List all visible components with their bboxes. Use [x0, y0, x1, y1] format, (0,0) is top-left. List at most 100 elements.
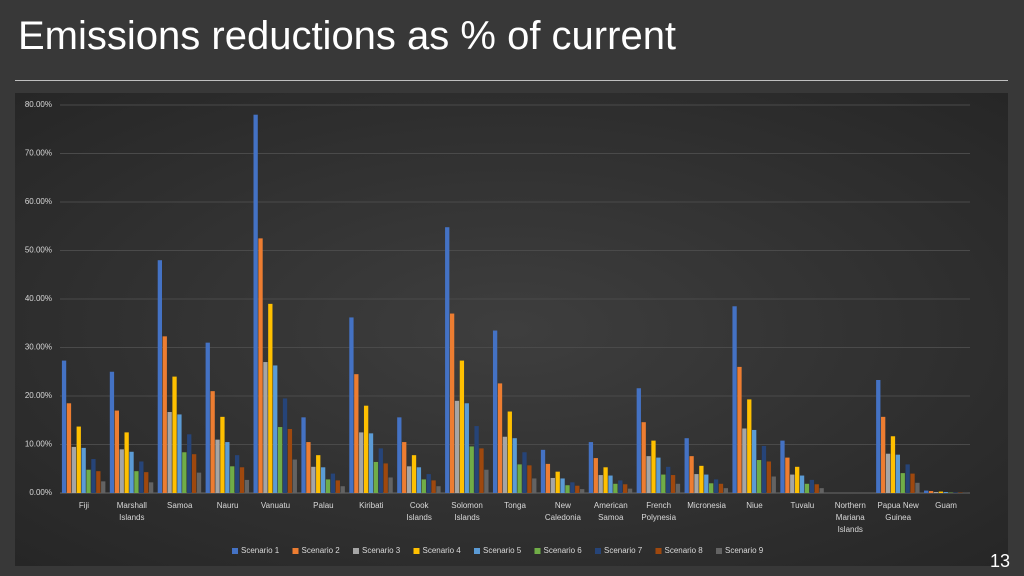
- bar: [704, 474, 709, 493]
- bar: [172, 376, 177, 493]
- bar: [613, 483, 618, 493]
- bar: [205, 342, 210, 493]
- x-tick-label: Solomon Islands: [451, 501, 483, 522]
- bar: [497, 383, 503, 493]
- bar: [785, 457, 790, 493]
- bar: [234, 455, 240, 493]
- bar: [354, 374, 359, 493]
- bar: [799, 475, 805, 493]
- bar: [900, 473, 905, 493]
- bar: [881, 416, 886, 493]
- bar: [445, 227, 450, 493]
- bar: [129, 451, 134, 493]
- y-tick-label: 70.00%: [25, 149, 52, 158]
- bar: [411, 455, 417, 493]
- bar: [618, 480, 623, 493]
- bar: [684, 438, 689, 493]
- bar: [316, 455, 321, 493]
- y-tick-label: 20.00%: [25, 391, 52, 400]
- legend-label: Scenario 6: [544, 546, 583, 555]
- chart-title: Emissions reductions as % of current: [18, 14, 677, 58]
- bar: [623, 484, 628, 493]
- y-tick-label: 30.00%: [25, 343, 52, 352]
- legend-label: Scenario 2: [302, 546, 341, 555]
- bar: [502, 436, 508, 493]
- legend-label: Scenario 5: [483, 546, 522, 555]
- bar: [378, 448, 383, 493]
- bar: [555, 471, 560, 493]
- bar: [737, 366, 742, 493]
- legend-swatch: [292, 548, 299, 554]
- x-tick-label: Fiji: [78, 501, 90, 510]
- bar: [81, 447, 86, 493]
- bar: [454, 400, 460, 493]
- slide-number: 13: [989, 551, 1010, 571]
- bar: [191, 454, 197, 493]
- x-tick-label: Kiribati: [359, 501, 384, 510]
- bar: [167, 412, 172, 493]
- bar: [431, 480, 436, 493]
- y-tick-label: 0.00%: [29, 488, 52, 497]
- bar: [713, 479, 719, 493]
- x-tick-label: Papua New Guinea: [877, 501, 919, 522]
- bar: [268, 303, 273, 493]
- bar: [938, 491, 944, 493]
- bar: [340, 486, 345, 493]
- bar: [273, 365, 278, 493]
- bar: [560, 478, 565, 493]
- bar: [91, 459, 96, 493]
- x-tick-label: New Caledonia: [544, 501, 581, 522]
- bar: [651, 440, 656, 493]
- x-tick-label: Niue: [746, 501, 763, 510]
- y-tick-label: 10.00%: [25, 440, 52, 449]
- bar: [277, 427, 283, 493]
- bar: [809, 479, 815, 493]
- legend-label: Scenario 4: [423, 546, 462, 555]
- x-tick-label: Samoa: [167, 501, 193, 510]
- bar: [910, 473, 915, 493]
- bar: [943, 492, 948, 493]
- bar: [890, 436, 896, 493]
- bar: [885, 453, 891, 493]
- bar: [220, 416, 225, 493]
- bar: [646, 456, 651, 493]
- legend-label: Scenario 9: [725, 546, 764, 555]
- bar: [464, 403, 469, 493]
- bar: [263, 362, 268, 493]
- bar: [675, 483, 681, 493]
- bar: [119, 449, 124, 493]
- bar: [282, 398, 288, 493]
- bar: [397, 417, 402, 493]
- bar: [459, 360, 465, 493]
- legend-swatch: [474, 548, 480, 554]
- bar: [177, 414, 182, 493]
- bar: [114, 410, 120, 493]
- bar: [570, 482, 575, 493]
- legend-swatch: [655, 548, 662, 554]
- bar: [756, 460, 762, 493]
- bar: [244, 479, 250, 493]
- legend-label: Scenario 7: [604, 546, 643, 555]
- bar: [109, 371, 115, 493]
- bar: [258, 238, 263, 493]
- bar: [905, 464, 910, 493]
- x-tick-label: French Polynesia: [641, 501, 677, 522]
- y-tick-label: 80.00%: [25, 100, 52, 109]
- legend-label: Scenario 8: [665, 546, 704, 555]
- bar: [780, 440, 785, 493]
- bar: [933, 492, 939, 493]
- bar: [436, 486, 441, 493]
- bar: [406, 466, 412, 493]
- bar: [479, 448, 484, 493]
- bar: [292, 459, 297, 493]
- bar: [742, 428, 747, 493]
- bar: [795, 466, 800, 493]
- bar: [507, 411, 512, 493]
- bar: [383, 463, 388, 493]
- bar: [661, 474, 666, 493]
- legend-swatch: [413, 548, 420, 554]
- bar: [492, 330, 498, 493]
- bar: [532, 478, 537, 493]
- bar: [766, 461, 772, 493]
